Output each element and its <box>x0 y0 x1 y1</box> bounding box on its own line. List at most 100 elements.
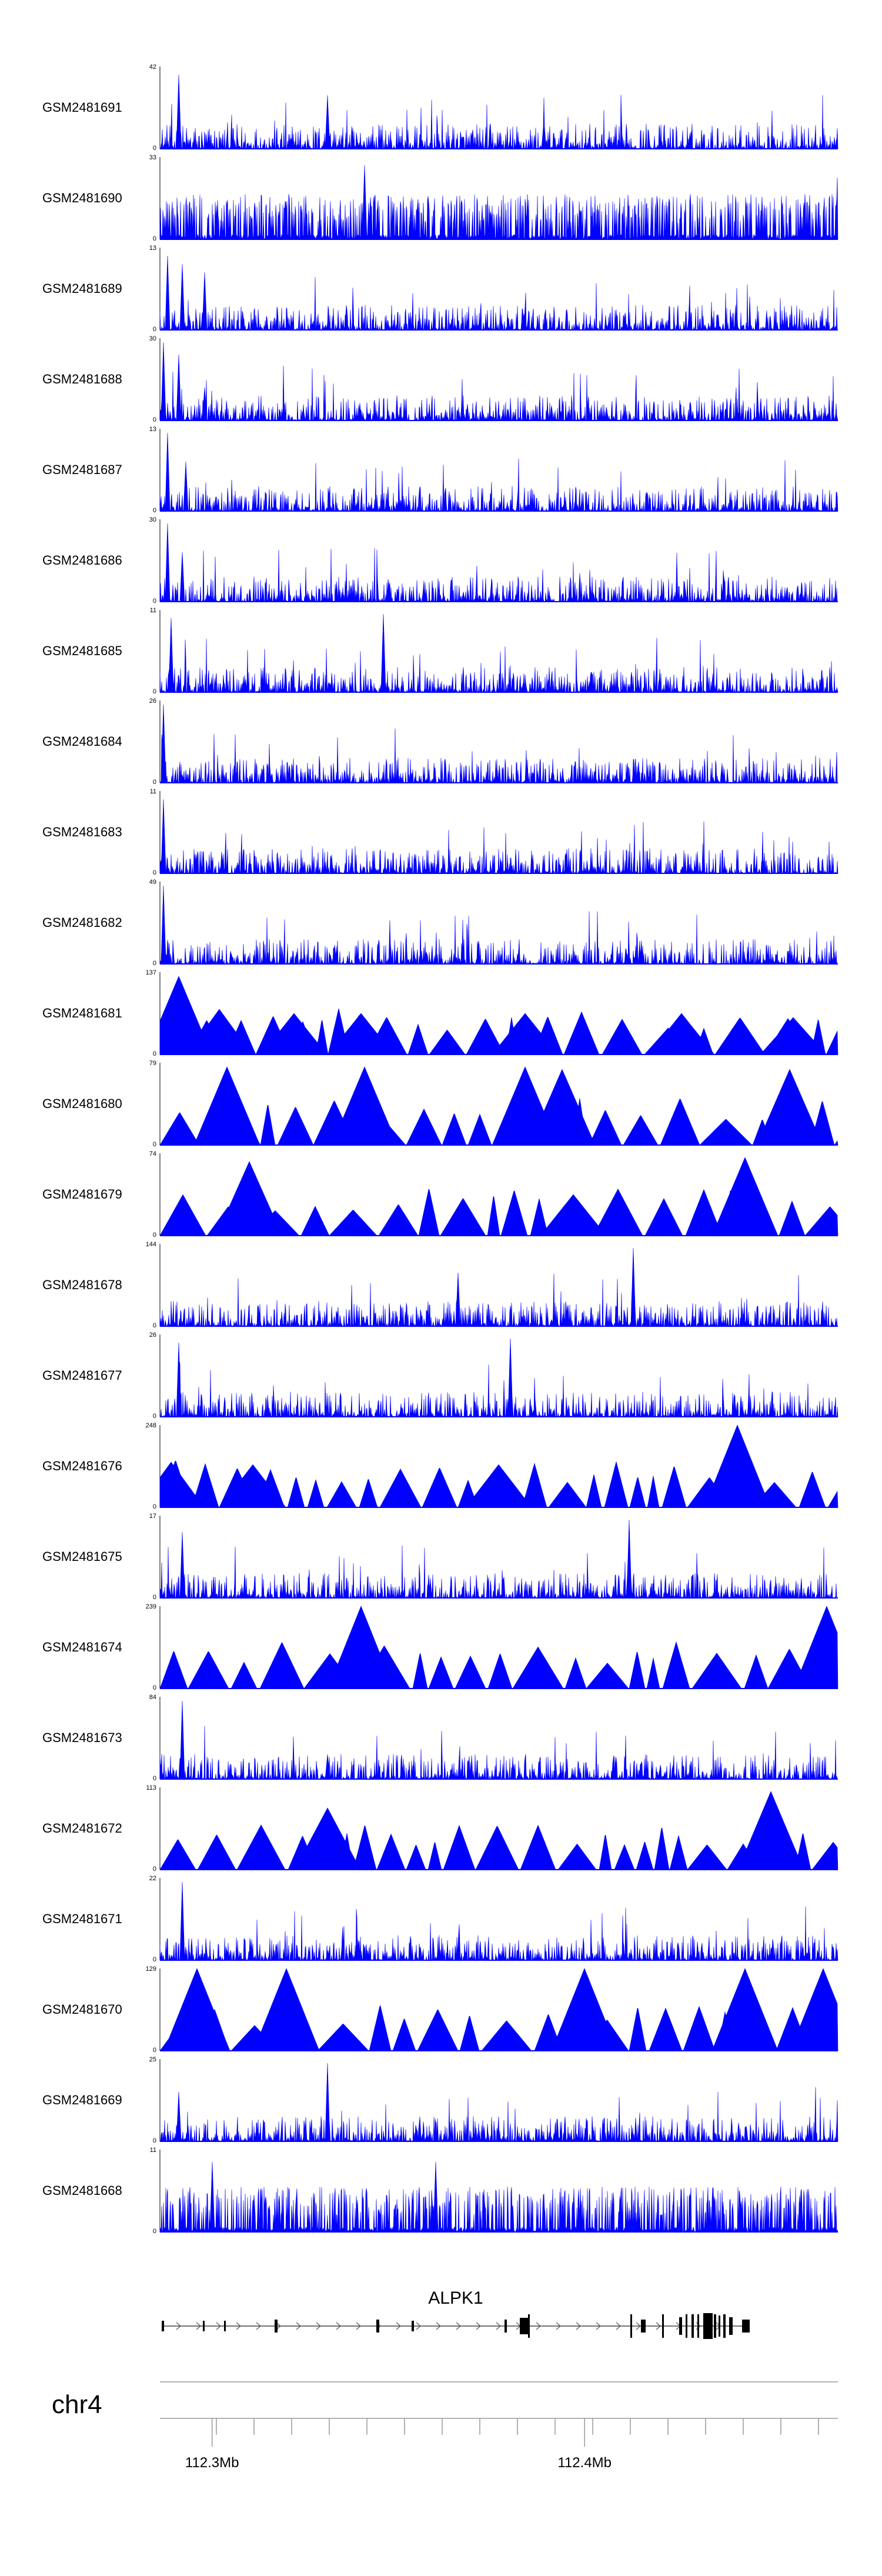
track-label: GSM2481672 <box>42 1821 122 1836</box>
strand-arrow-icon <box>396 2322 401 2330</box>
track-ymin-label: 0 <box>153 1322 156 1329</box>
track-label: GSM2481687 <box>42 462 122 477</box>
gene-exon <box>203 2321 205 2331</box>
track-GSM2481671: GSM2481671 22 0 <box>42 1875 838 1963</box>
genome-axis-tick-label: 112.3Mb <box>185 2455 239 2471</box>
track-ymin-label: 0 <box>153 1594 156 1601</box>
gene-exon <box>376 2320 379 2333</box>
track-ymax-label: 30 <box>149 516 156 523</box>
track-GSM2481673: GSM2481673 84 0 <box>42 1694 838 1782</box>
strand-arrow-icon <box>176 2322 181 2330</box>
strand-arrow-icon <box>296 2322 301 2330</box>
gene-exon <box>630 2314 632 2338</box>
track-GSM2481690: GSM2481690 33 0 <box>42 154 838 242</box>
track-ymin-label: 0 <box>153 1684 156 1691</box>
strand-arrow-icon <box>596 2322 601 2330</box>
track-GSM2481678: GSM2481678 144 0 <box>42 1241 838 1329</box>
track-label: GSM2481679 <box>42 1187 122 1202</box>
track-GSM2481684: GSM2481684 26 0 <box>42 698 838 786</box>
strand-arrow-icon <box>336 2322 341 2330</box>
track-ymin-label: 0 <box>153 2047 156 2054</box>
strand-arrow-icon <box>496 2322 501 2330</box>
track-GSM2481681: GSM2481681 137 0 <box>42 969 838 1057</box>
track-GSM2481672: GSM2481672 113 0 <box>42 1784 838 1873</box>
track-ymin-label: 0 <box>153 1866 156 1873</box>
strand-arrow-icon <box>636 2322 641 2330</box>
strand-arrow-icon <box>556 2322 561 2330</box>
strand-arrow-icon <box>276 2322 281 2330</box>
coverage-area <box>159 1066 838 1146</box>
coverage-area <box>159 432 838 512</box>
track-GSM2481683: GSM2481683 11 0 <box>42 788 838 876</box>
coverage-area <box>159 1606 838 1689</box>
track-ymax-label: 248 <box>146 1422 156 1429</box>
coverage-area <box>159 1338 838 1418</box>
track-GSM2481676: GSM2481676 248 0 <box>42 1422 838 1510</box>
coverage-area <box>159 976 838 1055</box>
track-ymin-label: 0 <box>153 1503 156 1510</box>
track-ymin-label: 0 <box>153 1141 156 1148</box>
track-ymax-label: 11 <box>150 2147 156 2154</box>
track-label: GSM2481674 <box>42 1640 122 1654</box>
track-ymax-label: 17 <box>149 1513 156 1520</box>
gene-name-label: ALPK1 <box>428 2288 483 2308</box>
coverage-area <box>160 74 838 150</box>
gene-exon <box>742 2320 750 2333</box>
gene-model: ALPK1 <box>162 2288 750 2339</box>
track-ymax-label: 137 <box>146 969 156 976</box>
track-ymax-label: 26 <box>149 1332 156 1339</box>
track-ymax-label: 239 <box>146 1603 156 1610</box>
gene-exon <box>162 2321 164 2331</box>
chromosome-label: chr4 <box>52 2390 102 2419</box>
coverage-area <box>159 1968 838 2051</box>
track-label: GSM2481691 <box>42 100 122 115</box>
track-label: GSM2481670 <box>42 2002 122 2017</box>
tracks-layer: GSM2481691420GSM2481690330GSM2481689130G… <box>42 64 838 2235</box>
track-label: GSM2481686 <box>42 553 122 568</box>
gene-exon <box>641 2320 646 2333</box>
strand-arrow-icon <box>236 2322 241 2330</box>
strand-arrow-icon <box>476 2322 481 2330</box>
gene-exon <box>224 2321 226 2331</box>
track-ymin-label: 0 <box>153 326 156 333</box>
track-ymin-label: 0 <box>153 145 156 152</box>
track-label: GSM2481680 <box>42 1096 122 1111</box>
track-ymin-label: 0 <box>153 1413 156 1420</box>
strand-arrow-icon <box>656 2322 661 2330</box>
gene-exon <box>662 2314 664 2338</box>
track-label: GSM2481684 <box>42 734 122 749</box>
gene-exon <box>691 2314 694 2338</box>
track-GSM2481670: GSM2481670 129 0 <box>42 1966 838 2054</box>
track-GSM2481677: GSM2481677 26 0 <box>42 1332 838 1420</box>
track-GSM2481675: GSM2481675 17 0 <box>42 1513 838 1601</box>
track-ymax-label: 26 <box>149 698 156 705</box>
track-GSM2481685: GSM2481685 11 0 <box>42 607 838 695</box>
track-GSM2481669: GSM2481669 25 0 <box>42 2056 838 2144</box>
track-ymax-label: 84 <box>149 1694 156 1701</box>
track-ymin-label: 0 <box>153 2228 156 2235</box>
coverage-area <box>159 1424 838 1508</box>
genome-axis: chr4 112.3Mb 112.4Mb <box>52 2381 838 2471</box>
track-GSM2481691: GSM2481691 42 0 <box>42 64 838 152</box>
track-ymin-label: 0 <box>153 779 156 786</box>
track-ymin-label: 0 <box>153 235 156 242</box>
track-ymax-label: 11 <box>150 607 156 614</box>
track-ymin-label: 0 <box>153 960 156 967</box>
strand-arrow-icon <box>316 2322 321 2330</box>
track-GSM2481682: GSM2481682 49 0 <box>42 879 838 967</box>
track-ymax-label: 33 <box>149 154 156 161</box>
track-label: GSM2481678 <box>42 1277 122 1292</box>
coverage-area <box>159 165 838 240</box>
track-ymax-label: 13 <box>149 245 156 252</box>
gene-exon <box>412 2321 414 2331</box>
track-ymax-label: 11 <box>150 788 156 795</box>
track-label: GSM2481671 <box>42 1911 122 1926</box>
track-GSM2481687: GSM2481687 13 0 <box>42 426 838 514</box>
track-label: GSM2481690 <box>42 191 122 205</box>
gene-exon <box>703 2313 713 2339</box>
track-ymax-label: 13 <box>149 426 156 433</box>
coverage-area <box>159 885 838 965</box>
track-ymin-label: 0 <box>153 416 156 423</box>
